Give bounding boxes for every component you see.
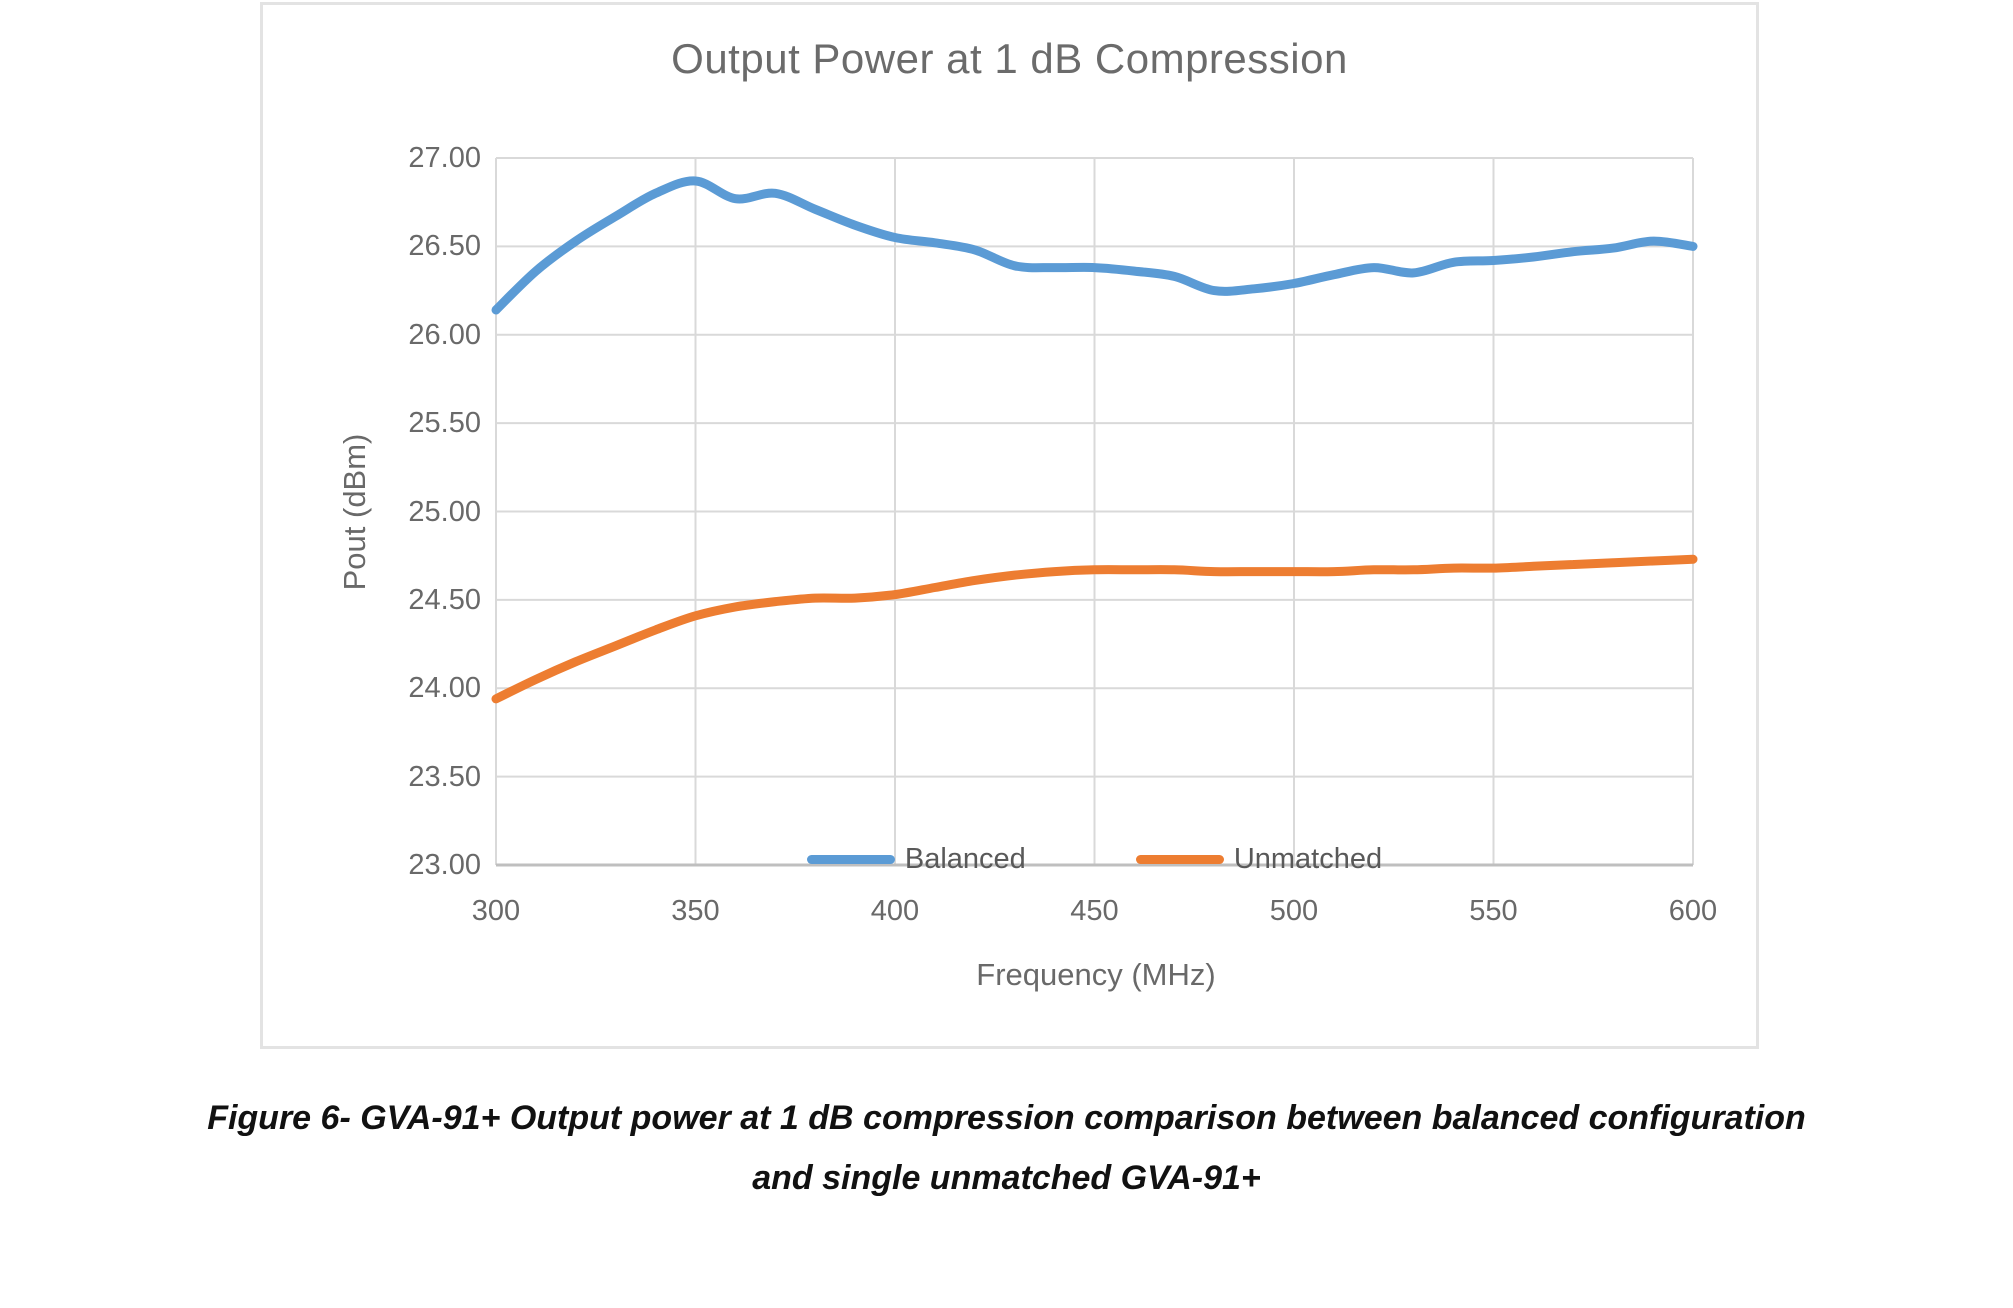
y-tick-label: 23.50 bbox=[408, 760, 481, 793]
y-tick-label: 25.00 bbox=[408, 495, 481, 528]
y-tick-label: 24.50 bbox=[408, 583, 481, 616]
y-axis-title: Pout (dBm) bbox=[337, 433, 372, 591]
series-lines bbox=[491, 176, 1698, 704]
x-tick-label: 600 bbox=[1668, 895, 1718, 927]
x-tick-label: 450 bbox=[1070, 895, 1119, 927]
legend-label-balanced: Balanced bbox=[904, 843, 1026, 875]
unmatched-line-swatch-icon bbox=[1135, 855, 1224, 864]
y-tick-label: 25.50 bbox=[408, 407, 481, 440]
legend-item-balanced: Balanced bbox=[806, 843, 1026, 876]
y-tick-label: 26.00 bbox=[408, 318, 481, 351]
chart-title: Output Power at 1 dB Compression bbox=[671, 35, 1348, 82]
x-axis-title: Frequency (MHz) bbox=[976, 957, 1216, 992]
figure-caption-line1: Figure 6- GVA-91+ Output power at 1 dB c… bbox=[207, 1099, 1806, 1137]
plot-area bbox=[491, 157, 1698, 867]
series-line-balanced bbox=[491, 176, 1698, 315]
legend-item-unmatched: Unmatched bbox=[1135, 843, 1383, 876]
figure-caption: Figure 6- GVA-91+ Output power at 1 dB c… bbox=[0, 1088, 2013, 1208]
x-tick-label: 350 bbox=[671, 895, 720, 927]
x-tick-label: 400 bbox=[870, 895, 920, 927]
y-tick-label: 26.50 bbox=[408, 230, 481, 263]
gridlines bbox=[495, 157, 1694, 867]
y-tick-label: 24.00 bbox=[408, 672, 481, 705]
chart-frame: Output Power at 1 dB Compression 27.00 26… bbox=[260, 2, 1759, 1049]
y-tick-label: 27.00 bbox=[408, 142, 481, 174]
legend-label-unmatched: Unmatched bbox=[1233, 843, 1383, 875]
x-tick-label: 500 bbox=[1269, 895, 1319, 927]
x-tick-label: 550 bbox=[1469, 895, 1518, 927]
y-tick-label: 23.00 bbox=[408, 849, 481, 881]
balanced-line-swatch-icon bbox=[806, 855, 895, 864]
legend: Balanced Unmatched bbox=[496, 843, 1693, 876]
series-line-unmatched bbox=[491, 554, 1698, 704]
x-tick-label: 300 bbox=[471, 895, 521, 927]
figure-caption-line2: and single unmatched GVA-91+ bbox=[752, 1159, 1261, 1197]
